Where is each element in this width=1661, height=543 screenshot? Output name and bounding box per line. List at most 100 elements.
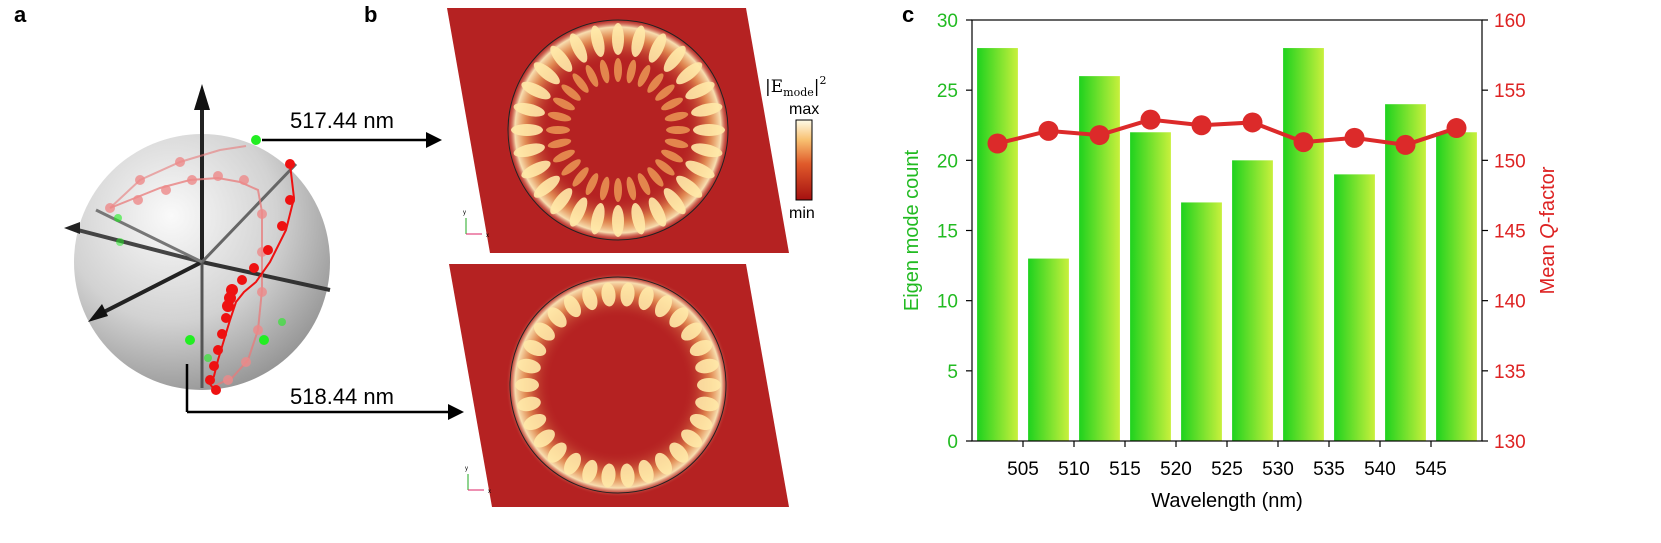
- y-left-tick-label: 30: [937, 11, 958, 32]
- panel-label-c: c: [902, 2, 914, 27]
- field-lobe: [601, 463, 616, 488]
- field-lobe: [695, 358, 719, 374]
- field-lobe: [582, 286, 598, 311]
- q-factor-point: [1395, 134, 1416, 155]
- bars: [977, 48, 1477, 442]
- colorbar-title-sub: mode: [783, 86, 814, 99]
- x-axis-label: Wavelength (nm): [1151, 490, 1303, 512]
- arrow-bottom-head: [448, 404, 464, 420]
- field-lobe-inner: [585, 64, 599, 87]
- field-lobe-inner: [614, 178, 622, 202]
- y-right-tick-label: 135: [1494, 362, 1526, 383]
- bar: [1283, 48, 1324, 442]
- trajectory-bright: [208, 163, 296, 393]
- field-lobe: [648, 197, 667, 227]
- field-lobe: [693, 124, 725, 136]
- x-tick-label: 520: [1160, 459, 1192, 480]
- axis-s2-arrowhead: [64, 222, 80, 234]
- field-lobe-inner: [661, 149, 684, 163]
- field-lobe: [691, 102, 723, 117]
- x-tick-label: 545: [1415, 459, 1447, 480]
- field-lobe: [697, 378, 721, 392]
- bar: [1232, 160, 1273, 442]
- field-lobe: [631, 203, 646, 235]
- x-tick-label: 535: [1313, 459, 1345, 480]
- field-lobe: [601, 282, 616, 307]
- bar: [1130, 132, 1171, 441]
- colorbar-title-main: |E: [765, 77, 783, 97]
- field-lobe: [523, 413, 547, 431]
- field-lobe: [517, 358, 541, 374]
- panel-label-a: a: [14, 2, 27, 27]
- field-lobe: [550, 188, 573, 215]
- field-lobe-inner: [614, 58, 622, 82]
- field-lobe: [563, 452, 582, 475]
- field-lobe-inner: [561, 84, 581, 101]
- field-lobe-inner: [585, 173, 599, 196]
- field-lobe-inner: [599, 59, 610, 84]
- field-lobe: [513, 143, 545, 158]
- field-lobe: [638, 459, 654, 484]
- field-bottom-ring-glow: [506, 273, 730, 497]
- y-left-tick-label: 25: [937, 81, 958, 102]
- field-lobe: [569, 33, 588, 63]
- field-lobe: [695, 396, 719, 412]
- field-lobe: [620, 282, 635, 307]
- field-lobe: [620, 463, 635, 488]
- y-axis-left-label: Eigen mode count: [901, 149, 923, 311]
- x-tick-label: 510: [1058, 459, 1090, 480]
- bar: [1385, 104, 1426, 441]
- field-lobe: [691, 143, 723, 158]
- q-factor-point: [1191, 115, 1212, 136]
- y-axis-right-label-suffix: -factor: [1537, 166, 1559, 223]
- triad-bottom-x: x: [488, 489, 491, 495]
- y-right-tick-label: 160: [1494, 11, 1526, 32]
- field-lobe: [631, 25, 646, 57]
- field-lobe: [681, 322, 703, 341]
- y-left-tick-label: 10: [937, 292, 958, 313]
- field-lobe: [689, 339, 713, 357]
- field-lobe: [638, 286, 654, 311]
- q-factor-point: [987, 133, 1008, 154]
- label-517-nm: 517.44 nm: [290, 108, 394, 133]
- y-right-tick-label: 140: [1494, 292, 1526, 313]
- colorbar-title: |Emode|2: [765, 74, 826, 99]
- bar: [1028, 258, 1069, 441]
- field-lobe-inner: [546, 126, 570, 134]
- y-right-tick-label: 130: [1494, 432, 1526, 453]
- field-lobe: [669, 442, 689, 463]
- field-lobe: [612, 205, 624, 237]
- triad-bottom-y: y: [465, 466, 468, 472]
- trajectory-faint-points: [105, 157, 267, 385]
- field-lobe-inner: [572, 167, 589, 187]
- colorbar-max: max: [789, 101, 819, 118]
- field-lobe: [550, 45, 573, 72]
- field-lobe: [663, 188, 686, 215]
- bar: [1181, 202, 1222, 441]
- field-lobe-inner: [572, 73, 589, 93]
- field-lobe: [563, 295, 582, 318]
- arrow-top-head: [426, 132, 442, 148]
- poincare-sphere: [64, 84, 331, 395]
- field-lobe: [681, 429, 703, 448]
- bar: [977, 48, 1018, 442]
- field-lobe: [569, 197, 588, 227]
- field-lobe-inner: [664, 138, 689, 149]
- field-lobe: [582, 459, 598, 484]
- axis-s1: [95, 260, 203, 318]
- field-lobe-inner: [547, 111, 572, 122]
- field-lobe: [648, 33, 667, 63]
- panel-label-b: b: [364, 2, 377, 27]
- field-lobe: [654, 452, 673, 475]
- q-factor-point: [1140, 109, 1161, 130]
- field-lobe-inner: [664, 111, 689, 122]
- field-lobe: [533, 62, 560, 85]
- field-lobe: [685, 160, 715, 179]
- field-lobe: [521, 160, 551, 179]
- field-lobe: [521, 81, 551, 100]
- label-518-nm: 518.44 nm: [290, 384, 394, 409]
- field-lobe: [654, 295, 673, 318]
- field-lobe-inner: [655, 159, 675, 176]
- field-lobe-inner: [666, 126, 690, 134]
